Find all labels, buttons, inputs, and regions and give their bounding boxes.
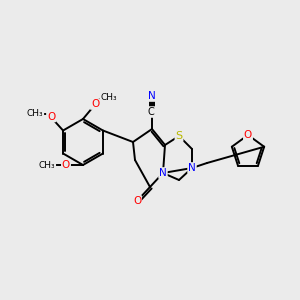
Text: N: N	[188, 163, 196, 173]
Text: CH₃: CH₃	[101, 92, 117, 101]
Text: O: O	[91, 99, 99, 109]
Text: O: O	[244, 130, 252, 140]
Text: O: O	[62, 160, 70, 170]
Text: N: N	[159, 168, 167, 178]
Text: N: N	[148, 91, 156, 101]
Text: C: C	[148, 107, 154, 117]
Text: O: O	[133, 196, 141, 206]
Text: S: S	[176, 131, 183, 141]
Text: CH₃: CH₃	[39, 160, 55, 169]
Text: O: O	[47, 112, 55, 122]
Text: CH₃: CH₃	[27, 109, 44, 118]
